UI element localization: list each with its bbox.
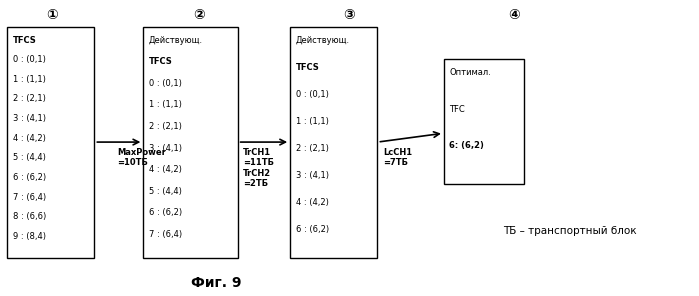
FancyBboxPatch shape (7, 27, 94, 258)
Text: 1 : (1,1): 1 : (1,1) (149, 100, 182, 109)
Text: TFCS: TFCS (296, 62, 319, 72)
Text: TFC: TFC (449, 104, 466, 114)
Text: TrCH1
=11ТБ
TrCH2
=2ТБ: TrCH1 =11ТБ TrCH2 =2ТБ (243, 148, 274, 188)
Text: ④: ④ (508, 8, 519, 22)
Text: MaxPower
=10ТБ: MaxPower =10ТБ (117, 148, 166, 168)
Text: 7 : (6,4): 7 : (6,4) (149, 230, 182, 239)
Text: 1 : (1,1): 1 : (1,1) (296, 117, 329, 126)
Text: 8 : (6,6): 8 : (6,6) (13, 212, 46, 221)
Text: TFCS: TFCS (149, 57, 173, 66)
Text: 3 : (4,1): 3 : (4,1) (296, 170, 329, 180)
Text: Фиг. 9: Фиг. 9 (192, 276, 242, 290)
Text: 3 : (4,1): 3 : (4,1) (149, 144, 182, 152)
Text: 9 : (8,4): 9 : (8,4) (13, 232, 45, 241)
Text: ТБ – транспортный блок: ТБ – транспортный блок (503, 226, 637, 236)
FancyBboxPatch shape (444, 59, 524, 184)
Text: 2 : (2,1): 2 : (2,1) (149, 122, 182, 131)
Text: ①: ① (47, 8, 58, 22)
Text: 6 : (6,2): 6 : (6,2) (13, 173, 45, 182)
Text: 0 : (0,1): 0 : (0,1) (13, 55, 45, 64)
Text: 4 : (4,2): 4 : (4,2) (13, 134, 45, 143)
Text: LcCH1
=7ТБ: LcCH1 =7ТБ (383, 148, 412, 168)
Text: 4 : (4,2): 4 : (4,2) (296, 198, 329, 207)
Text: 5 : (4,4): 5 : (4,4) (13, 153, 45, 163)
Text: 6: (6,2): 6: (6,2) (449, 141, 484, 150)
Text: 4 : (4,2): 4 : (4,2) (149, 165, 182, 174)
Text: 5 : (4,4): 5 : (4,4) (149, 187, 182, 196)
Text: ②: ② (194, 8, 205, 22)
Text: 6 : (6,2): 6 : (6,2) (149, 208, 182, 217)
Text: Действующ.: Действующ. (296, 36, 350, 44)
Text: 0 : (0,1): 0 : (0,1) (149, 79, 182, 88)
FancyBboxPatch shape (290, 27, 377, 258)
FancyBboxPatch shape (143, 27, 238, 258)
Text: 0 : (0,1): 0 : (0,1) (296, 89, 329, 99)
Text: Оптимал.: Оптимал. (449, 68, 491, 77)
Text: 6 : (6,2): 6 : (6,2) (296, 225, 329, 234)
Text: Действующ.: Действующ. (149, 36, 203, 44)
Text: TFCS: TFCS (13, 36, 36, 44)
Text: 2 : (2,1): 2 : (2,1) (13, 94, 45, 103)
Text: ③: ③ (344, 8, 355, 22)
Text: 1 : (1,1): 1 : (1,1) (13, 75, 45, 84)
Text: 7 : (6,4): 7 : (6,4) (13, 193, 45, 202)
Text: 3 : (4,1): 3 : (4,1) (13, 114, 45, 123)
Text: 2 : (2,1): 2 : (2,1) (296, 144, 329, 152)
